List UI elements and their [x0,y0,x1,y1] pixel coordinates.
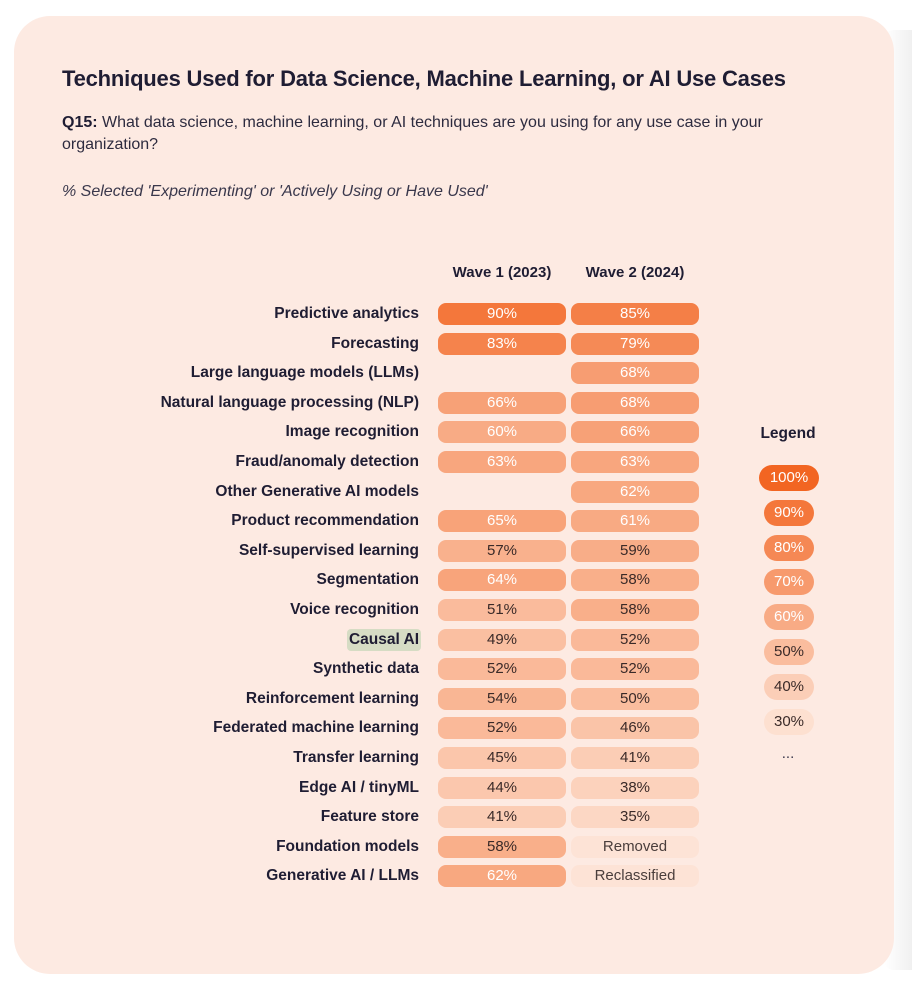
cell-wave-2-segmentation: 58% [571,569,699,591]
cell-wave-2-reinforcement-learning: 50% [571,688,699,710]
cell-wave-1-predictive-analytics: 90% [438,303,566,325]
cell-wave-2-image-recognition: 66% [571,421,699,443]
legend-item-50: 50% [764,639,814,665]
row-label-causal-ai: Causal AI [346,629,421,651]
cell-wave-1-generative-ai-llms: 62% [438,865,566,887]
legend-item-90: 90% [764,499,814,526]
cell-wave-1-causal-ai: 49% [438,629,566,651]
row-label-natural-language-processing-nlp: Natural language processing (NLP) [160,394,419,411]
row-label-image-recognition: Image recognition [285,423,420,440]
row-label-self-supervised-learning: Self-supervised learning [238,542,419,559]
cell-wave-1-forecasting: 83% [438,333,566,355]
column-header-wave-2: Wave 2 (2024) [585,264,685,281]
legend-item-100: 100% [759,465,819,491]
row-label-reinforcement-learning: Reinforcement learning [245,690,419,707]
cell-wave-2-self-supervised-learning: 59% [571,540,699,562]
row-label-large-language-models-llms: Large language models (LLMs) [190,364,419,381]
chart-card [14,16,894,974]
row-label-foundation-models: Foundation models [276,838,419,855]
cell-wave-2-fraud-anomaly-detection: 63% [571,451,699,473]
cell-wave-1-image-recognition: 60% [438,421,566,443]
row-label-forecasting: Forecasting [331,335,419,352]
cell-wave-2-edge-ai-tinyml: 38% [571,777,699,799]
cell-wave-2-natural-language-processing-nlp: 68% [571,392,699,414]
legend-item-60: 60% [764,604,814,631]
legend-item-30: 30% [764,708,814,735]
cell-wave-2-forecasting: 79% [571,333,699,355]
cell-wave-1-self-supervised-learning: 57% [438,540,566,562]
row-label-synthetic-data: Synthetic data [313,660,419,677]
cell-wave-1-federated-machine-learning: 52% [438,717,566,739]
cell-wave-1-transfer-learning: 45% [438,747,566,769]
question-label: Q15: [62,114,98,131]
cell-wave-2-foundation-models: Removed [571,836,699,858]
cell-wave-2-feature-store: 35% [571,806,699,828]
legend-item-80: 80% [764,534,814,561]
cell-wave-2-transfer-learning: 41% [571,747,699,769]
cell-wave-1-edge-ai-tinyml: 44% [438,777,566,799]
row-label-edge-ai-tinyml: Edge AI / tinyML [299,779,419,796]
cell-wave-1-foundation-models: 58% [438,836,566,858]
row-label-other-generative-ai-models: Other Generative AI models [215,483,419,500]
cell-wave-1-segmentation: 64% [438,569,566,591]
legend-item-40: 40% [764,673,814,700]
row-label-generative-ai-llms: Generative AI / LLMs [266,867,419,884]
cell-wave-2-federated-machine-learning: 46% [571,717,699,739]
row-label-fraud-anomaly-detection: Fraud/anomaly detection [235,453,419,470]
cell-wave-2-product-recommendation: 61% [571,510,699,532]
question-body: What data science, machine learning, or … [62,114,763,153]
question-text: Q15: What data science, machine learning… [62,112,802,156]
cell-wave-2-generative-ai-llms: Reclassified [571,865,699,887]
row-label-feature-store: Feature store [320,808,419,825]
cell-wave-2-causal-ai: 52% [571,629,699,651]
cell-wave-1-voice-recognition: 51% [438,599,566,621]
cell-wave-2-synthetic-data: 52% [571,658,699,680]
cell-wave-2-other-generative-ai-models: 62% [571,481,699,503]
cell-wave-1-natural-language-processing-nlp: 66% [438,392,566,414]
cell-wave-1-product-recommendation: 65% [438,510,566,532]
row-label-predictive-analytics: Predictive analytics [274,305,419,322]
legend-item-70: 70% [764,569,814,596]
cell-wave-1-feature-store: 41% [438,806,566,828]
row-label-voice-recognition: Voice recognition [290,601,419,618]
cell-wave-2-large-language-models-llms: 68% [571,362,699,384]
row-label-transfer-learning: Transfer learning [293,749,419,766]
cell-wave-2-voice-recognition: 58% [571,599,699,621]
chart-subtitle: % Selected 'Experimenting' or 'Actively … [62,183,488,200]
legend-title: Legend [760,425,816,442]
legend-more: ... [781,745,795,762]
chart-title: Techniques Used for Data Science, Machin… [62,66,786,91]
cell-wave-2-predictive-analytics: 85% [571,303,699,325]
cell-wave-1-reinforcement-learning: 54% [438,688,566,710]
cell-wave-1-fraud-anomaly-detection: 63% [438,451,566,473]
column-header-wave-1: Wave 1 (2023) [452,264,552,281]
row-label-product-recommendation: Product recommendation [231,512,419,529]
row-label-segmentation: Segmentation [316,571,419,588]
cell-wave-1-synthetic-data: 52% [438,658,566,680]
row-label-federated-machine-learning: Federated machine learning [213,719,419,736]
